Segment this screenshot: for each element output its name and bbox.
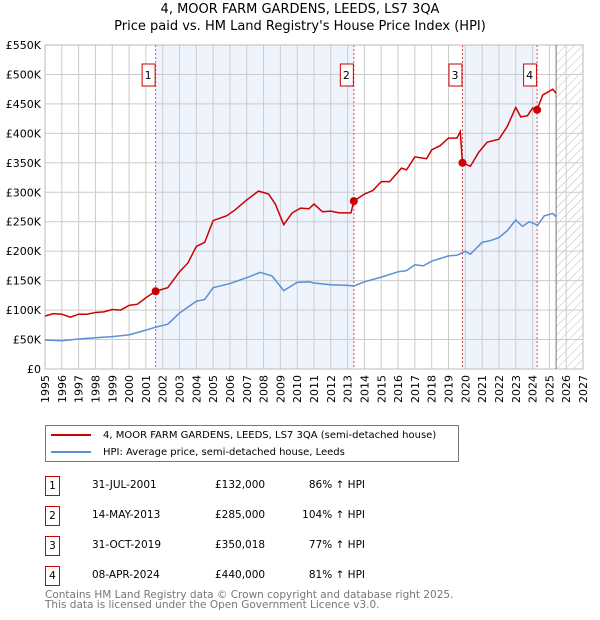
- y-tick-label: £250K: [6, 216, 42, 229]
- x-tick-label: 2008: [258, 375, 271, 403]
- x-tick-label: 2013: [342, 375, 355, 403]
- hpi-line: [44, 212, 557, 342]
- y-tick-label: £200K: [6, 245, 42, 258]
- legend: 4, MOOR FARM GARDENS, LEEDS, LS7 3QA (se…: [45, 425, 459, 462]
- price-chart: 1995 1996 1997 1998 1999 2000 2001 2002 2003 2004…: [6, 39, 590, 403]
- y-tick-label: £350K: [6, 157, 42, 170]
- sale-point: [458, 158, 467, 167]
- x-tick-label: 2024: [527, 375, 540, 403]
- sale-date: 31-OCT-2019: [92, 539, 161, 551]
- footer: Contains HM Land Registry data © Crown c…: [45, 589, 454, 611]
- footer-line-2: This data is licensed under the Open Gov…: [45, 599, 380, 611]
- x-tick-label: 1998: [89, 375, 102, 403]
- x-tick-label: 2007: [241, 375, 254, 403]
- sale-marker-label-1: 1: [141, 63, 156, 87]
- sale-hpi-change: 104% ↑ HPI: [302, 509, 365, 521]
- sale-row: 1 31-JUL-2001 £132,000 86% ↑ HPI: [45, 476, 465, 496]
- x-tick-label: 2010: [291, 375, 304, 403]
- x-tick-label: 2017: [409, 375, 422, 403]
- legend-item-hpi: HPI: Average price, semi-detached house,…: [51, 444, 345, 460]
- sale-date: 14-MAY-2013: [92, 509, 161, 521]
- sale-number: 1: [45, 476, 60, 496]
- sale-date: 08-APR-2024: [92, 569, 160, 581]
- chart-subtitle: Price paid vs. HM Land Registry's House …: [114, 19, 486, 34]
- sale-number: 2: [45, 506, 60, 526]
- x-tick-label: 2000: [123, 375, 136, 403]
- sale-number: 4: [45, 566, 60, 586]
- sale-marker-box: [339, 63, 354, 87]
- sale-marker-label-2: 2: [339, 63, 354, 87]
- sale-price: £285,000: [215, 509, 266, 521]
- legend-label: 4, MOOR FARM GARDENS, LEEDS, LS7 3QA (se…: [103, 429, 437, 441]
- x-tick-label: 2016: [392, 375, 405, 403]
- x-tick-label: 2025: [543, 375, 556, 403]
- sale-point: [151, 287, 160, 296]
- chart-title: 4, MOOR FARM GARDENS, LEEDS, LS7 3QA: [160, 2, 440, 17]
- footer-line-1: Contains HM Land Registry data © Crown c…: [45, 589, 454, 601]
- sale-row: 3 31-OCT-2019 £350,018 77% ↑ HPI: [45, 536, 465, 556]
- x-tick-label: 2011: [308, 375, 321, 403]
- x-tick-label: 2006: [224, 375, 237, 403]
- legend-item-property: 4, MOOR FARM GARDENS, LEEDS, LS7 3QA (se…: [51, 427, 436, 443]
- y-tick-label: £400K: [6, 127, 42, 140]
- x-tick-label: 2026: [560, 375, 573, 403]
- sale-hpi-change: 77% ↑ HPI: [308, 539, 365, 551]
- y-tick-label: £50K: [13, 334, 42, 347]
- forecast-hatch: [556, 45, 583, 369]
- legend-label: HPI: Average price, semi-detached house,…: [103, 446, 345, 458]
- sale-point: [533, 105, 542, 114]
- x-tick-label: 1999: [106, 375, 119, 403]
- sale-row: 4 08-APR-2024 £440,000 81% ↑ HPI: [45, 566, 465, 586]
- y-tick-label: £0: [27, 363, 41, 376]
- sale-point: [349, 197, 358, 206]
- x-tick-label: 2020: [459, 375, 472, 403]
- x-tick-label: 2023: [510, 375, 523, 403]
- y-tick-label: £450K: [6, 98, 42, 111]
- y-tick-label: £550K: [6, 39, 42, 52]
- sale-marker-box: [141, 63, 156, 87]
- y-tick-label: £300K: [6, 186, 42, 199]
- sale-date: 31-JUL-2001: [92, 479, 157, 491]
- shaded-period: [462, 45, 538, 369]
- x-tick-label: 2004: [190, 375, 203, 403]
- sale-marker-box: [448, 63, 463, 87]
- sale-price: £132,000: [215, 479, 266, 491]
- x-tick-label: 2027: [577, 375, 590, 403]
- sale-row: 2 14-MAY-2013 £285,000 104% ↑ HPI: [45, 506, 465, 526]
- sale-marker-label-3: 3: [448, 63, 463, 87]
- x-tick-label: 2022: [493, 375, 506, 403]
- sale-marker-box: [523, 63, 538, 87]
- x-tick-label: 1995: [39, 375, 52, 403]
- property-price-line: [44, 88, 557, 318]
- plot-border: [44, 44, 584, 370]
- x-tick-label: 1996: [56, 375, 69, 403]
- shaded-period: [155, 45, 354, 369]
- x-tick-label: 2009: [274, 375, 287, 403]
- y-tick-label: £500K: [6, 68, 42, 81]
- x-tick-label: 2021: [476, 375, 489, 403]
- y-tick-label: £150K: [6, 275, 42, 288]
- sale-marker-label-4: 4: [523, 63, 538, 87]
- sale-price: £440,000: [215, 569, 266, 581]
- sale-price: £350,018: [215, 539, 266, 551]
- sale-number: 3: [45, 536, 60, 556]
- x-tick-label: 2015: [375, 375, 388, 403]
- sale-marker-number: 3: [451, 69, 458, 82]
- sale-marker-number: 2: [343, 69, 350, 82]
- y-tick-label: £100K: [6, 304, 42, 317]
- x-tick-label: 2003: [174, 375, 187, 403]
- sale-hpi-change: 86% ↑ HPI: [308, 479, 365, 491]
- x-tick-label: 2014: [358, 375, 371, 403]
- x-tick-label: 2001: [140, 375, 153, 403]
- sale-marker-number: 1: [145, 69, 152, 82]
- x-tick-label: 1997: [73, 375, 86, 403]
- x-tick-label: 2005: [207, 375, 220, 403]
- sale-marker-number: 4: [526, 69, 533, 82]
- x-tick-label: 2018: [426, 375, 439, 403]
- sale-hpi-change: 81% ↑ HPI: [308, 569, 365, 581]
- x-tick-label: 2002: [157, 375, 170, 403]
- x-tick-label: 2019: [443, 375, 456, 403]
- x-tick-label: 2012: [325, 375, 338, 403]
